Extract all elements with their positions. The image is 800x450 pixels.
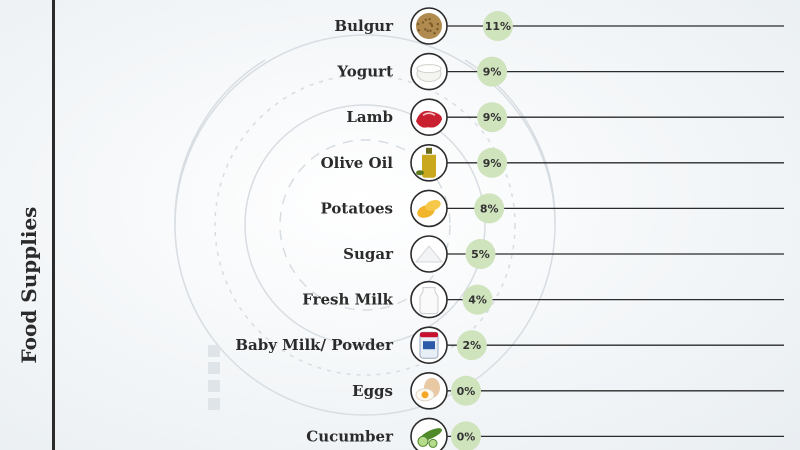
category-label: Fresh Milk xyxy=(302,291,393,309)
value-label: 0% xyxy=(457,430,476,443)
bulgur-icon xyxy=(416,13,442,39)
fresh-milk-icon xyxy=(419,287,439,315)
olive-oil-icon xyxy=(416,147,436,178)
value-label: 5% xyxy=(471,248,490,261)
category-label: Lamb xyxy=(346,108,393,126)
chart-row: Bulgur 11% xyxy=(334,7,784,45)
value-bubble xyxy=(474,193,505,224)
value-label: 11% xyxy=(485,20,511,33)
value-bubble xyxy=(451,421,481,450)
value-label: 0% xyxy=(457,385,476,398)
value-label: 2% xyxy=(462,339,481,352)
baby-milk-powder-icon xyxy=(419,331,439,359)
sugar-icon xyxy=(414,245,444,263)
lamb-icon xyxy=(416,110,442,128)
chart-row: Olive Oil 9% xyxy=(321,144,784,182)
value-label: 9% xyxy=(483,157,502,170)
category-label: Yogurt xyxy=(336,63,393,81)
chart-row: Eggs 0% xyxy=(352,371,784,410)
value-label: 9% xyxy=(483,66,502,79)
category-label: Baby Milk/ Powder xyxy=(235,336,394,354)
category-label: Potatoes xyxy=(321,199,393,217)
chart-row: Cucumber 0% xyxy=(306,417,784,450)
chart-row: Yogurt 9% xyxy=(336,52,784,91)
category-label: Olive Oil xyxy=(321,154,394,172)
category-label: Bulgur xyxy=(334,17,394,35)
yogurt-icon xyxy=(416,64,442,83)
value-label: 9% xyxy=(483,111,502,124)
chart-row: Lamb 9% xyxy=(346,98,784,136)
value-bubble xyxy=(456,330,487,361)
value-bubble xyxy=(462,284,493,315)
value-bubble xyxy=(451,375,481,406)
chart-row: Potatoes 8% xyxy=(321,189,784,228)
value-label: 8% xyxy=(480,202,499,215)
eggs-icon xyxy=(415,377,440,402)
category-label: Cucumber xyxy=(306,427,394,445)
potatoes-icon xyxy=(417,199,441,218)
value-bubble xyxy=(465,239,496,269)
chart-row: Baby Milk/ Powder 2% xyxy=(235,326,784,365)
value-bubble xyxy=(482,11,513,41)
category-label: Sugar xyxy=(343,245,394,263)
chart-row: Fresh Milk 4% xyxy=(302,280,784,319)
value-label: 4% xyxy=(468,294,487,307)
bulgur-fill xyxy=(416,13,442,39)
category-label: Eggs xyxy=(352,382,393,400)
value-bubble xyxy=(477,147,508,178)
side-divider xyxy=(52,0,55,450)
chart-row: Sugar 5% xyxy=(343,235,784,273)
cucumber-icon xyxy=(417,428,443,448)
value-bubble xyxy=(477,56,508,87)
value-bubble xyxy=(477,102,508,133)
